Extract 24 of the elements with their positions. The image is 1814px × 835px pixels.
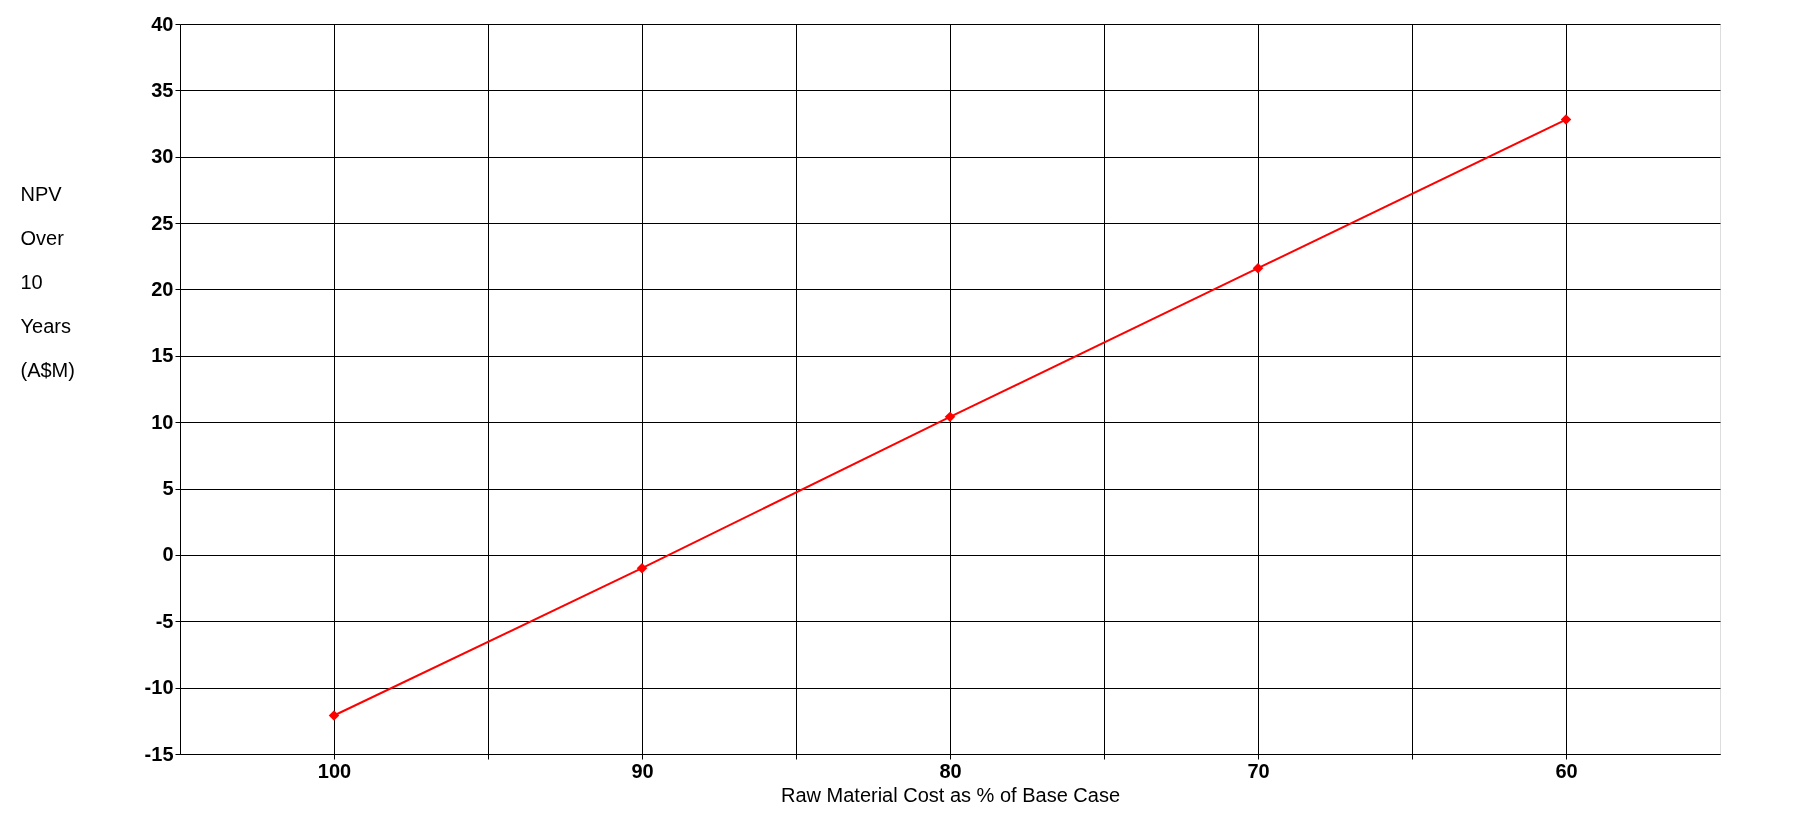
y-tick-label: 40: [151, 12, 174, 35]
y-tick-label: 10: [151, 410, 174, 433]
y-tick-label: -5: [155, 609, 174, 632]
point: [944, 411, 956, 423]
point: [328, 710, 340, 721]
x-tick-label: 60: [1555, 759, 1578, 782]
y-tick-label: 0: [162, 543, 174, 566]
x-tick-label: 70: [1247, 759, 1270, 782]
x-tick-label: 90: [631, 759, 654, 782]
x-tick-label: 100: [317, 759, 352, 782]
x-axis-title: Raw Material Cost as % of Base Case: [780, 783, 1121, 806]
y-tick-label: 25: [151, 211, 174, 234]
y-tick-label: -15: [144, 742, 174, 765]
point: [636, 562, 648, 574]
point: [1252, 262, 1264, 274]
x-tick-label: 80: [939, 759, 962, 782]
y-tick-label: 5: [162, 477, 174, 500]
y-tick-label: 30: [151, 145, 174, 168]
y-tick-label: 20: [151, 277, 174, 300]
y-tick-label: -10: [144, 676, 174, 699]
y-tick-label: 15: [151, 344, 174, 367]
y-axis-title: NPV Over 10 Years (A$M): [20, 182, 75, 381]
point: [1560, 114, 1572, 125]
y-tick-label: 35: [151, 78, 174, 101]
